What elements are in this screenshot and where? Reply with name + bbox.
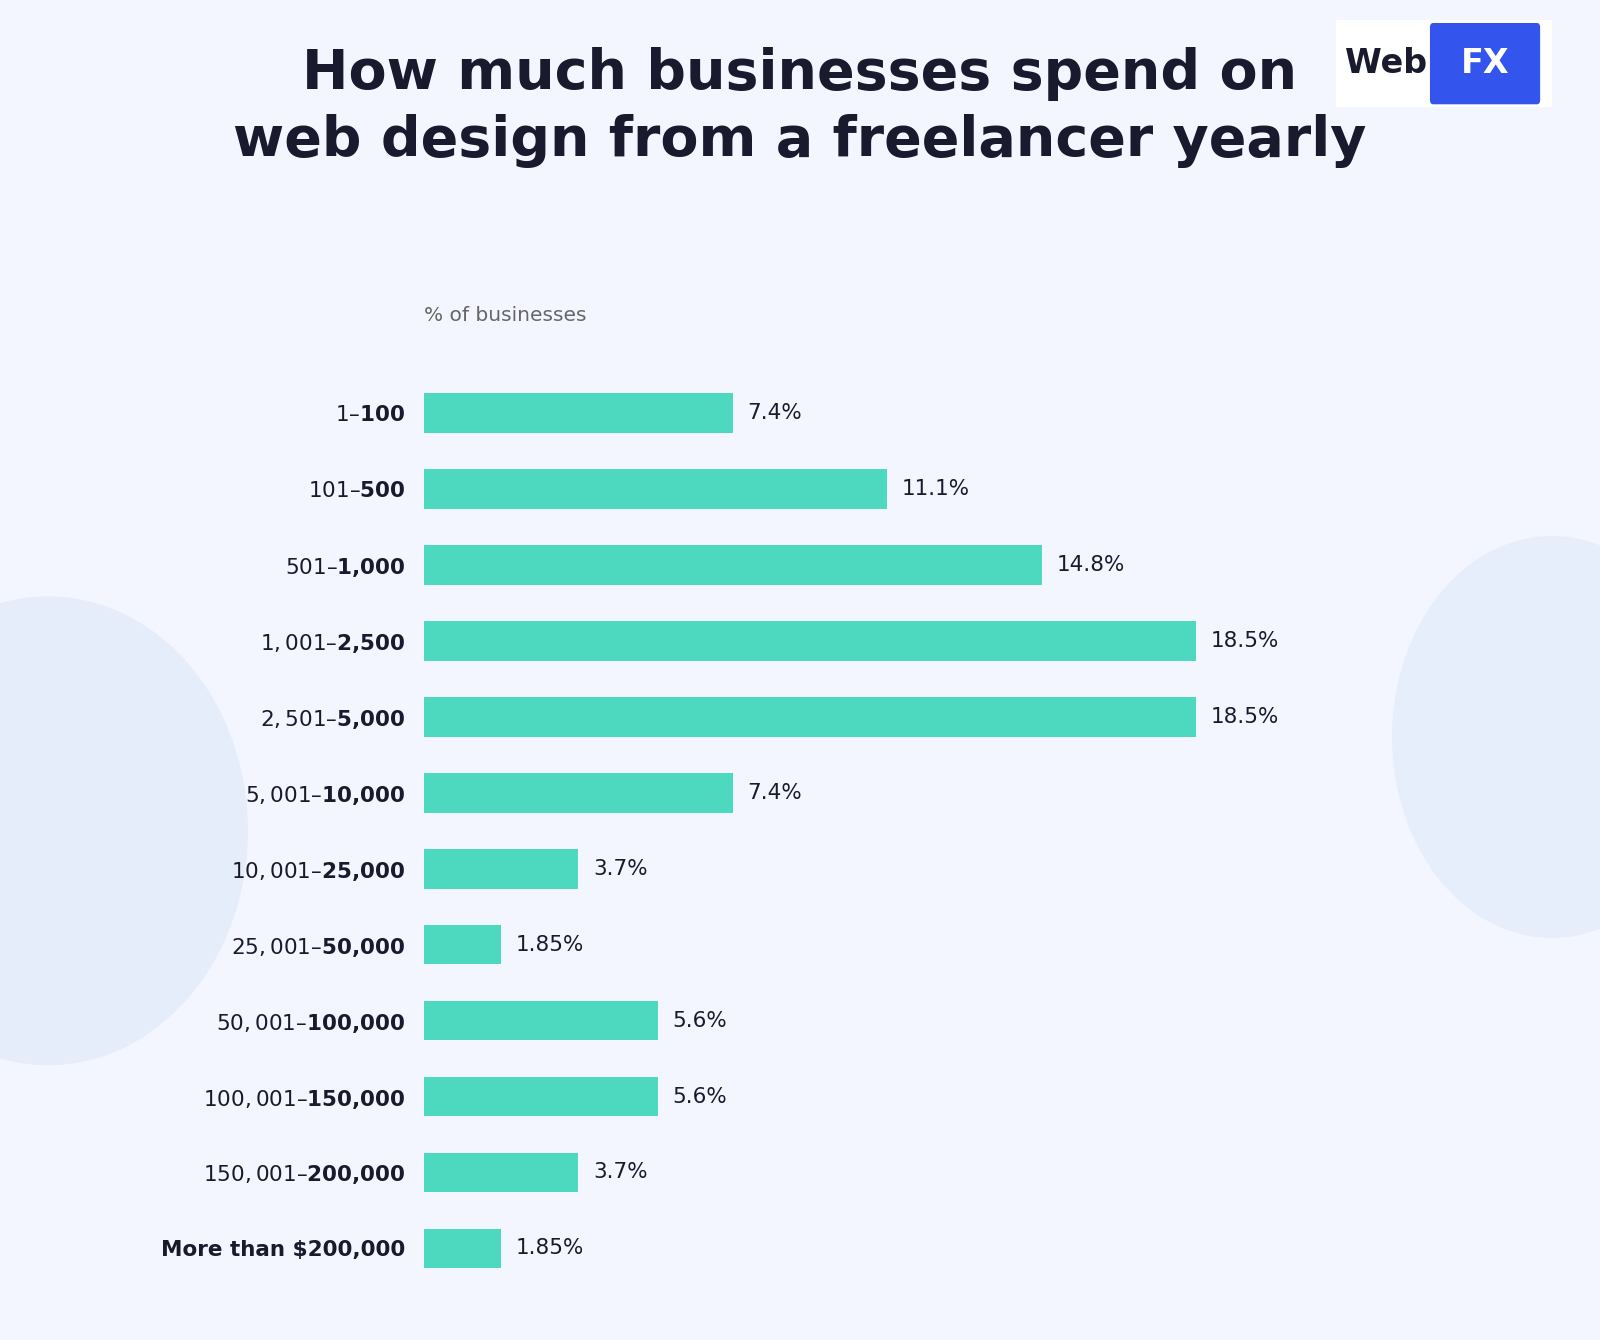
Text: 1.85%: 1.85% xyxy=(515,1238,584,1258)
FancyBboxPatch shape xyxy=(1430,23,1541,105)
Ellipse shape xyxy=(0,596,248,1065)
Bar xyxy=(424,850,579,888)
Text: 18.5%: 18.5% xyxy=(1211,708,1278,726)
Text: 1.85%: 1.85% xyxy=(515,935,584,954)
Text: 5.6%: 5.6% xyxy=(672,1010,726,1030)
Bar xyxy=(424,1152,579,1193)
Text: web design from a freelancer yearly: web design from a freelancer yearly xyxy=(234,114,1366,168)
Text: 5.6%: 5.6% xyxy=(672,1087,726,1107)
X-axis label: % of businesses: % of businesses xyxy=(424,306,587,324)
Text: 3.7%: 3.7% xyxy=(594,859,648,879)
Text: 14.8%: 14.8% xyxy=(1056,555,1125,575)
Text: Web: Web xyxy=(1344,47,1427,80)
Bar xyxy=(424,622,1197,661)
Ellipse shape xyxy=(1392,536,1600,938)
Bar xyxy=(424,394,733,433)
Bar xyxy=(424,1229,501,1268)
Text: 11.1%: 11.1% xyxy=(902,480,970,498)
Text: 3.7%: 3.7% xyxy=(594,1163,648,1182)
Text: 18.5%: 18.5% xyxy=(1211,631,1278,651)
Bar xyxy=(424,697,1197,737)
Bar xyxy=(424,1001,658,1040)
Text: How much businesses spend on: How much businesses spend on xyxy=(302,47,1298,100)
Text: FX: FX xyxy=(1461,47,1509,80)
Bar xyxy=(424,925,501,965)
Text: 7.4%: 7.4% xyxy=(747,403,802,423)
Bar xyxy=(424,469,888,509)
Bar xyxy=(424,1077,658,1116)
Bar xyxy=(424,773,733,812)
Text: 7.4%: 7.4% xyxy=(747,783,802,803)
Bar xyxy=(424,545,1042,584)
